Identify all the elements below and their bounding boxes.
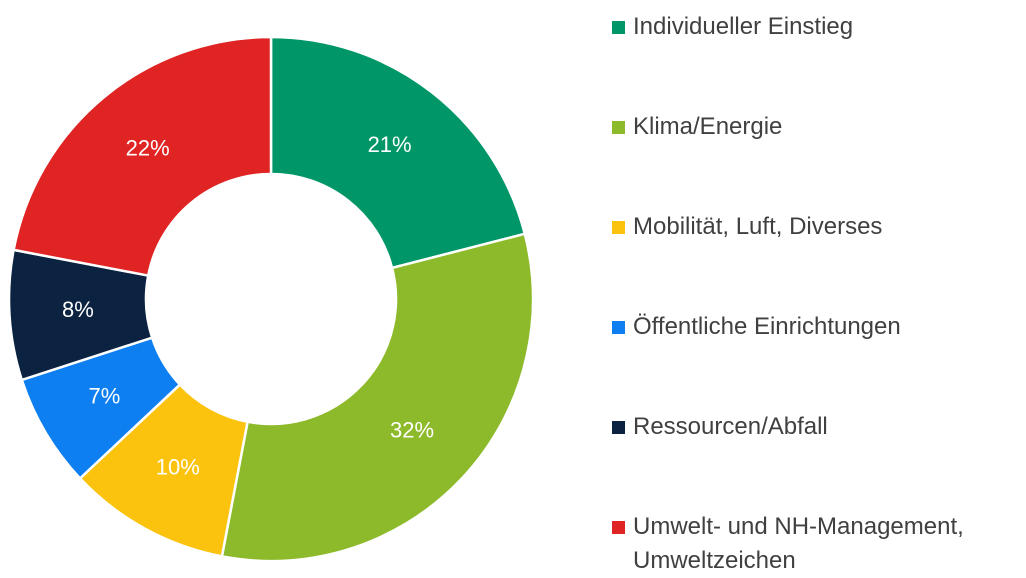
legend-item: Mobilität, Luft, Diverses bbox=[612, 210, 1012, 244]
donut-slice bbox=[12, 35, 273, 278]
legend-swatch bbox=[612, 121, 625, 134]
data-label: 32% bbox=[390, 417, 434, 442]
data-label: 21% bbox=[368, 132, 412, 157]
legend-item: Klima/Energie bbox=[612, 110, 1012, 144]
legend-swatch bbox=[612, 221, 625, 234]
data-label: 10% bbox=[156, 454, 200, 479]
legend-item: Ressourcen/Abfall bbox=[612, 410, 1012, 444]
legend-label: Öffentliche Einrichtungen bbox=[633, 313, 901, 340]
legend-swatch bbox=[612, 21, 625, 34]
legend-label: Umwelt- und NH-Management, Umweltzeichen bbox=[633, 513, 964, 574]
legend-swatch bbox=[612, 521, 625, 534]
data-label: 22% bbox=[126, 136, 170, 161]
data-label: 7% bbox=[89, 383, 121, 408]
data-label: 8% bbox=[62, 297, 94, 322]
legend-label: Ressourcen/Abfall bbox=[633, 413, 828, 440]
legend-swatch bbox=[612, 421, 625, 434]
donut-slice bbox=[220, 232, 535, 563]
chart: 21% 32% 10% 7% 8% 22% bbox=[7, 35, 535, 563]
legend-swatch bbox=[612, 321, 625, 334]
legend-item: Individueller Einstieg bbox=[612, 10, 1012, 44]
legend-label: Klima/Energie bbox=[633, 113, 783, 140]
legend-item: Umwelt- und NH-Management, Umweltzeichen bbox=[612, 510, 1012, 578]
legend-label: Individueller Einstieg bbox=[633, 13, 854, 40]
legend-label: Mobilität, Luft, Diverses bbox=[633, 213, 883, 240]
legend-item: Öffentliche Einrichtungen bbox=[612, 310, 1012, 344]
donut-slice bbox=[269, 35, 527, 270]
